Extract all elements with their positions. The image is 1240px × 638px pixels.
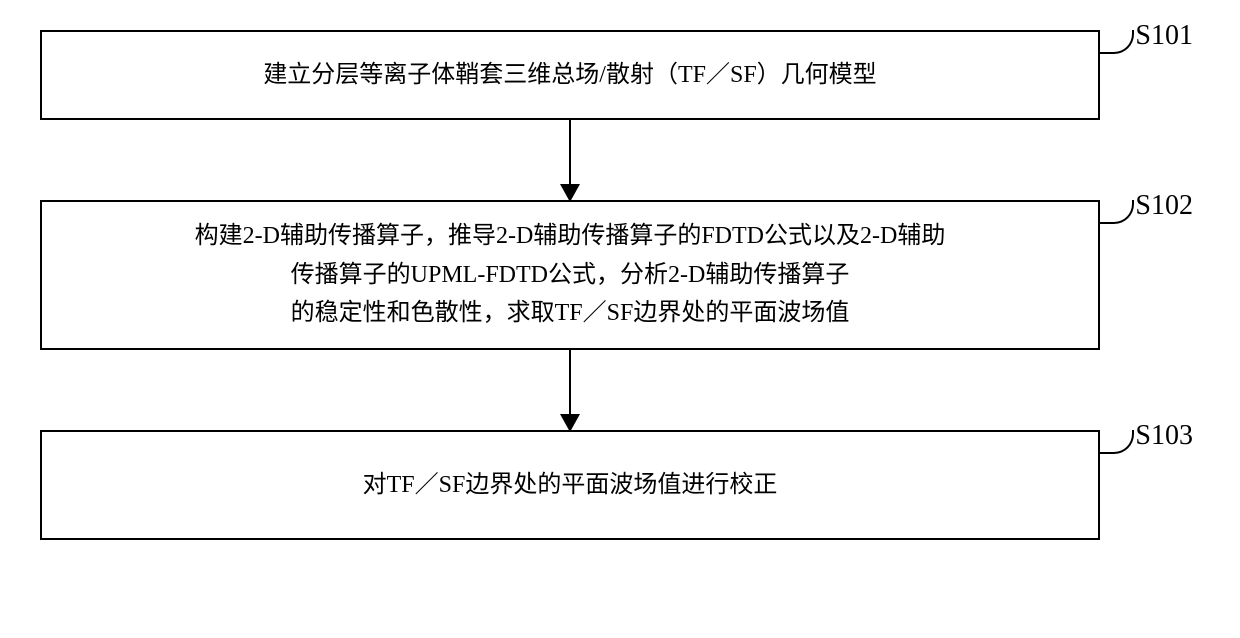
step-text: 建立分层等离子体鞘套三维总场/散射（TF／SF）几何模型: [263, 56, 876, 94]
label-connector: [1098, 200, 1134, 224]
arrow-1-to-2: [569, 120, 571, 200]
step-text: 构建2-D辅助传播算子，推导2-D辅助传播算子的FDTD公式以及2-D辅助: [195, 217, 946, 255]
step-label-1: S101: [1135, 14, 1193, 59]
step-wrapper-3: 对TF／SF边界处的平面波场值进行校正 S103: [40, 430, 1200, 540]
step-box-1: 建立分层等离子体鞘套三维总场/散射（TF／SF）几何模型 S101: [40, 30, 1100, 120]
step-text: 对TF／SF边界处的平面波场值进行校正: [363, 466, 778, 504]
label-connector: [1098, 30, 1134, 54]
step-text: 传播算子的UPML-FDTD公式，分析2-D辅助传播算子: [291, 256, 850, 294]
label-connector: [1098, 430, 1134, 454]
step-wrapper-2: 构建2-D辅助传播算子，推导2-D辅助传播算子的FDTD公式以及2-D辅助 传播…: [40, 200, 1200, 350]
step-text: 的稳定性和色散性，求取TF／SF边界处的平面波场值: [291, 294, 850, 332]
step-wrapper-1: 建立分层等离子体鞘套三维总场/散射（TF／SF）几何模型 S101: [40, 30, 1200, 120]
step-box-3: 对TF／SF边界处的平面波场值进行校正 S103: [40, 430, 1100, 540]
step-label-2: S102: [1135, 184, 1193, 229]
step-label-3: S103: [1135, 414, 1193, 459]
step-box-2: 构建2-D辅助传播算子，推导2-D辅助传播算子的FDTD公式以及2-D辅助 传播…: [40, 200, 1100, 350]
flowchart-container: 建立分层等离子体鞘套三维总场/散射（TF／SF）几何模型 S101 构建2-D辅…: [40, 30, 1200, 540]
arrow-2-to-3: [569, 350, 571, 430]
